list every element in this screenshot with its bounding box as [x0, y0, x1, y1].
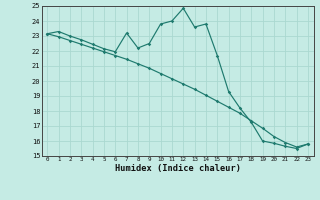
X-axis label: Humidex (Indice chaleur): Humidex (Indice chaleur): [115, 164, 241, 173]
